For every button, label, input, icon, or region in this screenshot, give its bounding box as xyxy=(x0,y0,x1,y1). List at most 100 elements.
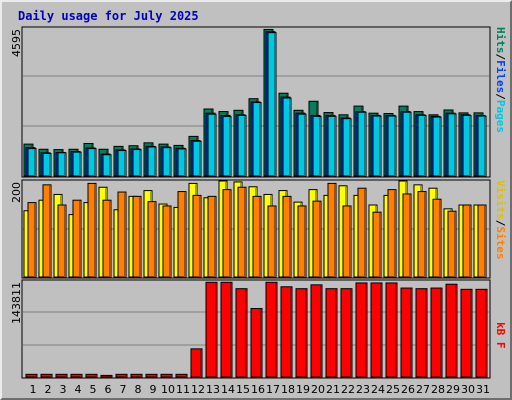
day-label: 8 xyxy=(135,383,142,396)
legend-files: Files xyxy=(494,60,507,93)
bar-pages-shade xyxy=(409,113,411,176)
bar-kbf-shade xyxy=(440,289,442,377)
bar-pages-shade xyxy=(394,117,396,176)
legend-sites: Sites xyxy=(494,226,507,259)
bar-pages-shade xyxy=(304,115,306,176)
day-label: 5 xyxy=(90,383,97,396)
bar-pages-shade xyxy=(274,33,276,177)
day-label: 16 xyxy=(251,383,265,396)
bar-sites-shade xyxy=(259,197,261,277)
bar-kbf-shade xyxy=(320,285,322,377)
bar-sites-shade xyxy=(319,202,321,277)
day-label: 13 xyxy=(206,383,220,396)
bar-sites-shade xyxy=(184,192,186,277)
panel-bottom-bars xyxy=(25,281,488,378)
bar-kbf-shade xyxy=(290,287,292,377)
panel-middle-bars xyxy=(23,180,487,278)
day-label: 22 xyxy=(341,383,355,396)
bar-sites-shade xyxy=(124,193,126,277)
bar-pages-shade xyxy=(34,149,36,176)
bar-pages-shade xyxy=(229,117,231,176)
day-label: 10 xyxy=(161,383,175,396)
bar-kbf-shade xyxy=(410,289,412,377)
bar-pages-shade xyxy=(94,149,96,176)
bar-sites-shade xyxy=(79,201,81,277)
bar-kbf-shade xyxy=(215,283,217,377)
day-label: 29 xyxy=(446,383,460,396)
bar-kbf-shade xyxy=(65,375,67,377)
legend-hits: Hits xyxy=(494,27,507,54)
bar-kbf-shade xyxy=(485,290,487,377)
bar-sites-shade xyxy=(484,206,486,277)
bar-kbf-shade xyxy=(425,289,427,377)
bar-sites-shade xyxy=(454,212,456,277)
bar-kbf-shade xyxy=(80,375,82,377)
bar-sites-shade xyxy=(214,197,216,277)
bar-kbf-shade xyxy=(200,349,202,377)
day-label: 31 xyxy=(476,383,490,396)
day-label: 21 xyxy=(326,383,340,396)
bar-sites-shade xyxy=(199,196,201,277)
legend-kbf: kB F xyxy=(494,322,507,349)
bar-sites-shade xyxy=(154,202,156,277)
x-axis-day-labels: 1 2 3 4 5 6 7 8 9 10 11 12 13 14 15 16 17 18 19 20 21 22 23 24 2… xyxy=(30,383,491,396)
bar-sites-shade xyxy=(169,206,171,277)
bar-kbf-shade xyxy=(170,375,172,377)
bar-pages-shade xyxy=(439,118,441,176)
legend-sep: / xyxy=(494,54,507,61)
day-label: 2 xyxy=(45,383,52,396)
bar-pages-shade xyxy=(139,150,141,176)
day-label: 7 xyxy=(120,383,127,396)
day-label: 20 xyxy=(311,383,325,396)
bar-kbf-shade xyxy=(350,289,352,377)
bar-pages-shade xyxy=(454,114,456,176)
panel-top-bars xyxy=(23,28,487,177)
day-label: 24 xyxy=(371,383,385,396)
legend-pages: Pages xyxy=(494,100,507,133)
bar-kbf-shade xyxy=(125,375,127,377)
bar-sites-shade xyxy=(94,184,96,277)
bar-pages-shade xyxy=(214,115,216,176)
bar-pages-shade xyxy=(64,153,66,176)
day-label: 1 xyxy=(30,383,37,396)
bar-kbf-shade xyxy=(395,283,397,377)
panel-top-max-label: 4595 xyxy=(10,29,23,57)
bar-pages-shade xyxy=(49,154,51,176)
legend-sep: / xyxy=(494,93,507,100)
day-label: 3 xyxy=(60,383,67,396)
day-label: 26 xyxy=(401,383,415,396)
bar-sites-shade xyxy=(139,197,141,277)
day-label: 25 xyxy=(386,383,400,396)
day-label: 23 xyxy=(356,383,370,396)
panel-middle-max-label: 200 xyxy=(10,182,23,203)
legend-sep: / xyxy=(494,220,507,227)
bar-sites-shade xyxy=(229,190,231,277)
panel-bottom-max-label: 143811 xyxy=(10,282,23,324)
bar-pages-shade xyxy=(334,117,336,176)
bar-sites-shade xyxy=(244,188,246,277)
panel-bottom: 143811 xyxy=(10,279,491,379)
bar-kbf-shade xyxy=(140,375,142,377)
chart-title: Daily usage for July 2025 xyxy=(18,9,199,23)
bar-pages-shade xyxy=(319,117,321,176)
bar-sites-shade xyxy=(364,189,366,277)
bar-sites-shade xyxy=(334,184,336,277)
bar-sites-shade xyxy=(409,194,411,277)
day-label: 14 xyxy=(221,383,235,396)
day-label: 9 xyxy=(150,383,157,396)
bar-sites-shade xyxy=(379,213,381,277)
bar-pages-shade xyxy=(199,142,201,176)
bar-kbf-shade xyxy=(260,309,262,377)
day-label: 19 xyxy=(296,383,310,396)
panel-middle: 200 xyxy=(10,179,491,279)
bar-kbf-shade xyxy=(455,285,457,377)
day-label: 28 xyxy=(431,383,445,396)
bar-pages-shade xyxy=(364,113,366,176)
bar-kbf-shade xyxy=(275,283,277,377)
bar-kbf-shade xyxy=(50,375,52,377)
bar-sites-shade xyxy=(394,190,396,277)
legend-middle: Visits/Sites xyxy=(494,180,507,260)
bar-sites-shade xyxy=(469,206,471,277)
bar-pages-shade xyxy=(379,117,381,176)
bar-sites-shade xyxy=(349,206,351,277)
